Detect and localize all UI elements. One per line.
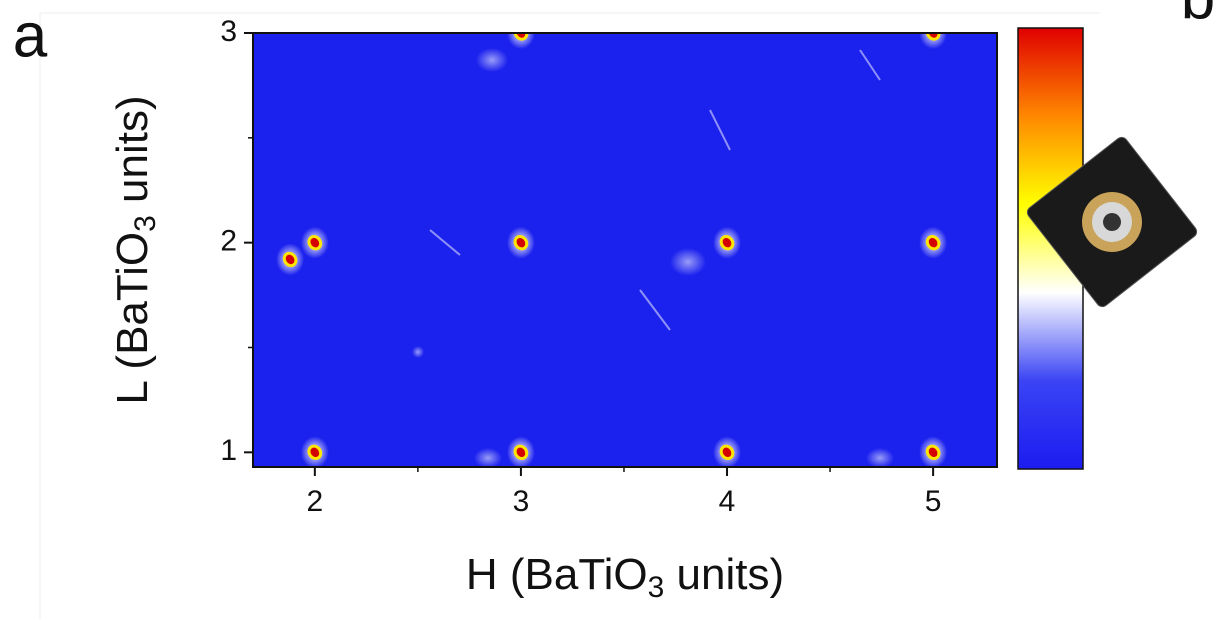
x-axis-label-part: units) xyxy=(664,550,784,599)
peak xyxy=(713,436,742,467)
streaks xyxy=(429,49,881,331)
peak xyxy=(300,436,329,467)
peak-halo xyxy=(506,33,535,49)
peak xyxy=(506,226,535,259)
peak-core xyxy=(516,33,526,38)
x-axis-label-part: H (BaTiO xyxy=(466,550,648,599)
x-tick-label: 2 xyxy=(306,485,323,518)
y-axis-label: L (BaTiO3 units) xyxy=(108,95,162,404)
y-tick-label: 1 xyxy=(220,434,237,467)
peak xyxy=(919,436,948,467)
x-axis-label-subscript: 3 xyxy=(648,571,665,604)
x-tick-label: 5 xyxy=(925,485,942,518)
panel-label: a xyxy=(13,1,48,70)
diffuse-features xyxy=(412,48,894,467)
x-tick-label: 4 xyxy=(719,485,736,518)
map-background xyxy=(253,33,997,467)
peak-core xyxy=(310,237,320,248)
peak-core xyxy=(722,447,732,458)
peak xyxy=(919,226,948,259)
peak-ring xyxy=(925,33,941,41)
peak-core xyxy=(928,237,938,248)
peak xyxy=(506,436,535,467)
peak xyxy=(300,226,329,259)
x-axis-label: H (BaTiO3 units) xyxy=(466,550,784,604)
peak xyxy=(276,243,305,276)
peak-ring xyxy=(513,33,529,41)
panel-label: b xyxy=(1181,0,1215,32)
x-tick-label: 3 xyxy=(513,485,530,518)
peak-core xyxy=(310,447,320,458)
peak-core xyxy=(285,254,295,265)
peak-core xyxy=(928,447,938,458)
peak-core xyxy=(516,447,526,458)
y-axis-label-subscript: 3 xyxy=(129,215,162,232)
peak xyxy=(506,33,535,49)
peak-core xyxy=(928,33,938,38)
y-axis-label-part: units) xyxy=(108,95,157,215)
y-tick-label: 2 xyxy=(220,225,237,258)
peak-halo xyxy=(919,33,948,49)
y-tick-label: 3 xyxy=(220,15,237,48)
y-axis-label-part: L (BaTiO xyxy=(108,232,157,405)
peak xyxy=(919,33,948,49)
peak xyxy=(713,226,742,259)
plot-frame xyxy=(252,32,998,468)
map-area xyxy=(253,33,997,467)
device-photo xyxy=(1026,136,1198,308)
peak-core xyxy=(722,237,732,248)
peak-core xyxy=(516,237,526,248)
